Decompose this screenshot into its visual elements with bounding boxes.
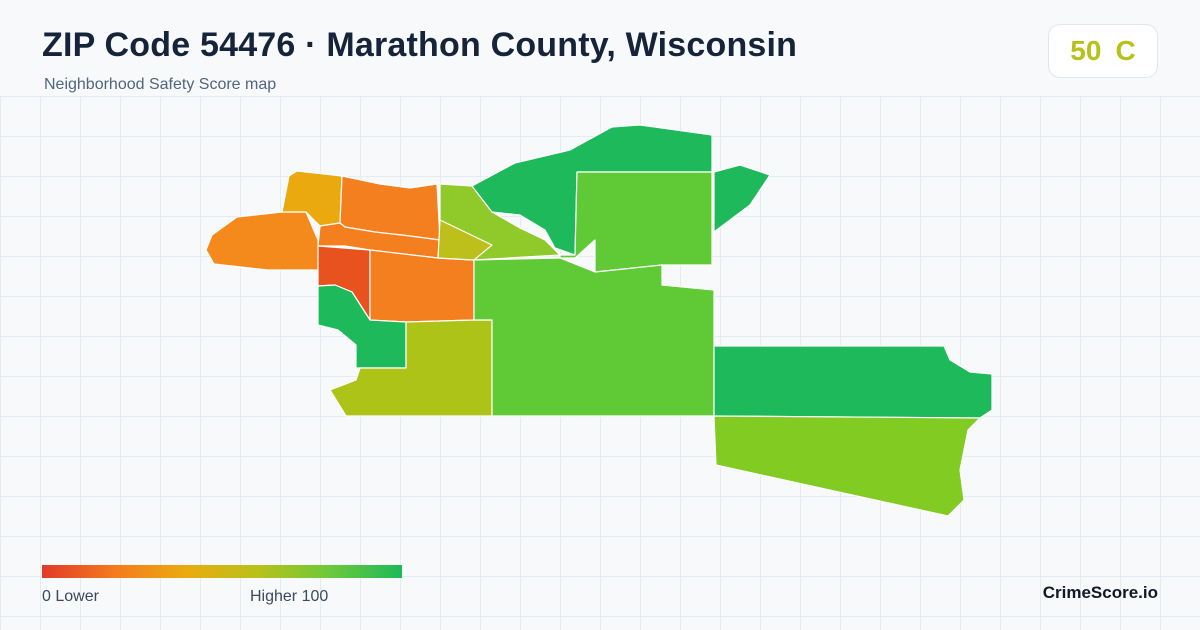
map-region-far-northeast[interactable]: [713, 164, 771, 233]
map-region-west[interactable]: [205, 211, 321, 271]
brand-logo-text: CrimeScore.io: [1042, 583, 1158, 602]
map-region-east-central[interactable]: [559, 171, 713, 273]
safety-score-card: 50 C: [1048, 24, 1158, 78]
page-title: ZIP Code 54476 · Marathon County, Wiscon…: [42, 26, 798, 64]
map-region-southeast[interactable]: [713, 415, 981, 517]
page-subtitle: Neighborhood Safety Score map: [44, 76, 277, 93]
map-region-east[interactable]: [713, 345, 993, 419]
map-region-large-central[interactable]: [473, 257, 715, 417]
map-region-central[interactable]: [369, 249, 475, 323]
legend-min-label: 0 Lower: [42, 588, 99, 605]
legend-max-label: Higher 100: [250, 588, 329, 605]
legend-gradient-bar: [42, 565, 402, 578]
safety-grade: C: [1115, 35, 1136, 66]
safety-score-value: 50: [1070, 35, 1102, 66]
